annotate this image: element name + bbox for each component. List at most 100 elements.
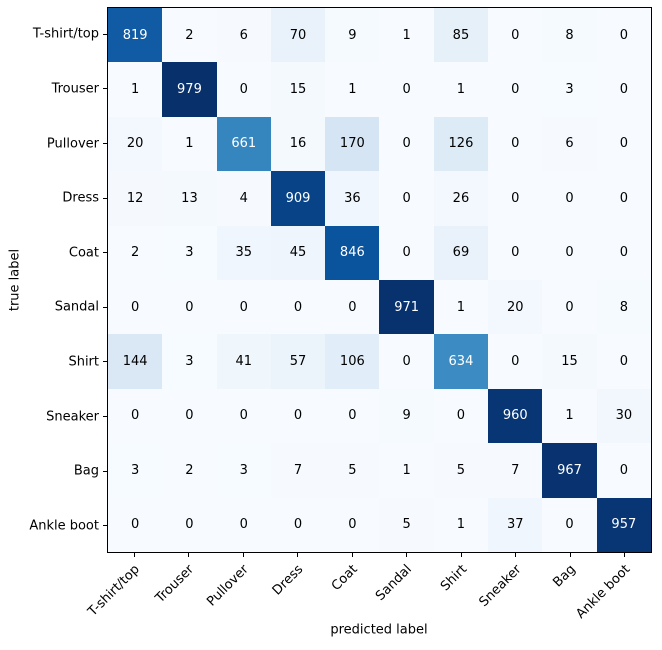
matrix-cell-r6-c9: 0 — [596, 334, 651, 389]
matrix-cell-r2-c6: 126 — [433, 116, 489, 172]
matrix-cell-r1-c1: 979 — [162, 62, 217, 117]
x-tick-mark — [297, 553, 299, 557]
x-tick-mark — [515, 553, 517, 557]
matrix-cell-r5-c7: 20 — [488, 280, 543, 335]
x-tick-mark — [242, 553, 244, 557]
matrix-cell-r8-c0: 3 — [108, 443, 163, 498]
matrix-cell-r1-c5: 0 — [379, 62, 434, 117]
matrix-cell-r9-c3: 0 — [270, 497, 326, 552]
matrix-cell-r2-c5: 0 — [379, 116, 434, 172]
matrix-cell-r0-c0: 819 — [108, 8, 163, 63]
matrix-cell-r3-c8: 0 — [542, 171, 597, 226]
y-tick-mark — [103, 88, 107, 90]
matrix-cell-r8-c7: 7 — [488, 443, 543, 498]
matrix-cell-r8-c3: 7 — [270, 443, 326, 498]
matrix-cell-r6-c7: 0 — [488, 334, 543, 389]
x-axis-title: predicted label — [330, 622, 428, 638]
matrix-cell-r9-c8: 0 — [542, 497, 597, 552]
matrix-cell-r6-c4: 106 — [325, 334, 380, 389]
matrix-cell-r3-c0: 12 — [108, 171, 163, 226]
matrix-cell-r1-c9: 0 — [596, 62, 651, 117]
matrix-cell-r4-c7: 0 — [488, 225, 543, 280]
matrix-cell-r3-c5: 0 — [379, 171, 434, 226]
matrix-cell-r7-c3: 0 — [270, 388, 326, 444]
y-tick-mark — [103, 416, 107, 417]
matrix-cell-r6-c0: 144 — [108, 334, 163, 389]
x-tick-label: Sneaker — [476, 562, 525, 610]
matrix-cell-r4-c2: 35 — [216, 225, 271, 280]
x-tick-label: Trouser — [153, 562, 198, 607]
matrix-cell-r5-c4: 0 — [325, 280, 380, 335]
matrix-cell-r9-c0: 0 — [108, 497, 163, 552]
matrix-cell-r0-c8: 8 — [542, 8, 597, 63]
y-tick-mark — [103, 306, 107, 308]
matrix-cell-r2-c9: 0 — [596, 116, 651, 172]
matrix-cell-r7-c5: 9 — [379, 388, 434, 444]
matrix-cell-r4-c1: 3 — [162, 225, 217, 280]
heatmap-plot-area: 819 2 6 70 9 1 85 0 8 0 1 979 0 15 1 0 1 0 3 0 20 1 661 16 170 0 1… — [107, 7, 652, 553]
x-tick-label: Ankle boot — [573, 562, 634, 622]
x-tick-label: Sandal — [373, 562, 416, 604]
matrix-cell-r7-c1: 0 — [162, 388, 217, 444]
x-tick-mark — [460, 553, 462, 557]
x-tick-mark — [188, 553, 190, 557]
y-tick-mark — [103, 252, 107, 254]
matrix-cell-r7-c4: 0 — [325, 388, 380, 444]
y-tick-label: Shirt — [68, 354, 99, 370]
x-tick-label: Pullover — [204, 562, 252, 610]
y-tick-mark — [103, 33, 107, 35]
x-tick-mark — [351, 553, 353, 557]
x-tick-label: Dress — [269, 562, 307, 599]
matrix-cell-r5-c6: 1 — [433, 280, 489, 335]
matrix-cell-r7-c7: 960 — [488, 388, 543, 444]
x-tick-label: Shirt — [437, 562, 470, 595]
matrix-cell-r0-c7: 0 — [488, 8, 543, 63]
matrix-cell-r2-c1: 1 — [162, 116, 217, 172]
matrix-cell-r7-c0: 0 — [108, 388, 163, 444]
matrix-cell-r0-c6: 85 — [433, 8, 489, 63]
matrix-cell-r1-c7: 0 — [488, 62, 543, 117]
matrix-cell-r9-c4: 0 — [325, 497, 380, 552]
matrix-cell-r2-c0: 20 — [108, 116, 163, 172]
matrix-cell-r8-c4: 5 — [325, 443, 380, 498]
matrix-cell-r8-c5: 1 — [379, 443, 434, 498]
matrix-cell-r6-c6: 634 — [433, 334, 489, 389]
y-tick-label: Trouser — [51, 81, 99, 97]
matrix-cell-r7-c8: 1 — [542, 388, 597, 444]
matrix-cell-r1-c2: 0 — [216, 62, 271, 117]
matrix-cell-r8-c9: 0 — [596, 443, 651, 498]
y-tick-label: Ankle boot — [29, 518, 99, 534]
matrix-cell-r9-c2: 0 — [216, 497, 271, 552]
matrix-cell-r4-c6: 69 — [433, 225, 489, 280]
y-tick-mark — [103, 470, 107, 472]
y-tick-mark — [103, 197, 107, 199]
matrix-cell-r5-c9: 8 — [596, 280, 651, 335]
matrix-cell-r8-c2: 3 — [216, 443, 271, 498]
matrix-cell-r3-c2: 4 — [216, 171, 271, 226]
matrix-cell-r2-c4: 170 — [325, 116, 380, 172]
matrix-cell-r0-c1: 2 — [162, 8, 217, 63]
matrix-cell-r5-c0: 0 — [108, 280, 163, 335]
x-tick-mark — [133, 553, 135, 557]
y-tick-label: Coat — [68, 245, 99, 261]
matrix-cell-r3-c1: 13 — [162, 171, 217, 226]
y-tick-label: Pullover — [46, 136, 99, 151]
matrix-cell-r1-c0: 1 — [108, 62, 163, 117]
matrix-cell-r9-c5: 5 — [379, 497, 434, 552]
matrix-cell-r5-c1: 0 — [162, 280, 217, 335]
matrix-cell-r9-c1: 0 — [162, 497, 217, 552]
matrix-cell-r6-c5: 0 — [379, 334, 434, 389]
y-tick-label: Sandal — [54, 299, 99, 315]
matrix-cell-r8-c8: 967 — [542, 443, 597, 498]
matrix-cell-r5-c2: 0 — [216, 280, 271, 335]
matrix-cell-r4-c5: 0 — [379, 225, 434, 280]
x-tick-label: Bag — [550, 562, 579, 591]
matrix-cell-r9-c7: 37 — [488, 497, 543, 552]
matrix-cell-r6-c3: 57 — [270, 334, 326, 389]
matrix-cell-r0-c2: 6 — [216, 8, 271, 63]
matrix-cell-r5-c3: 0 — [270, 280, 326, 335]
y-tick-label: Bag — [73, 463, 99, 479]
matrix-cell-r4-c8: 0 — [542, 225, 597, 280]
matrix-cell-r2-c8: 6 — [542, 116, 597, 172]
